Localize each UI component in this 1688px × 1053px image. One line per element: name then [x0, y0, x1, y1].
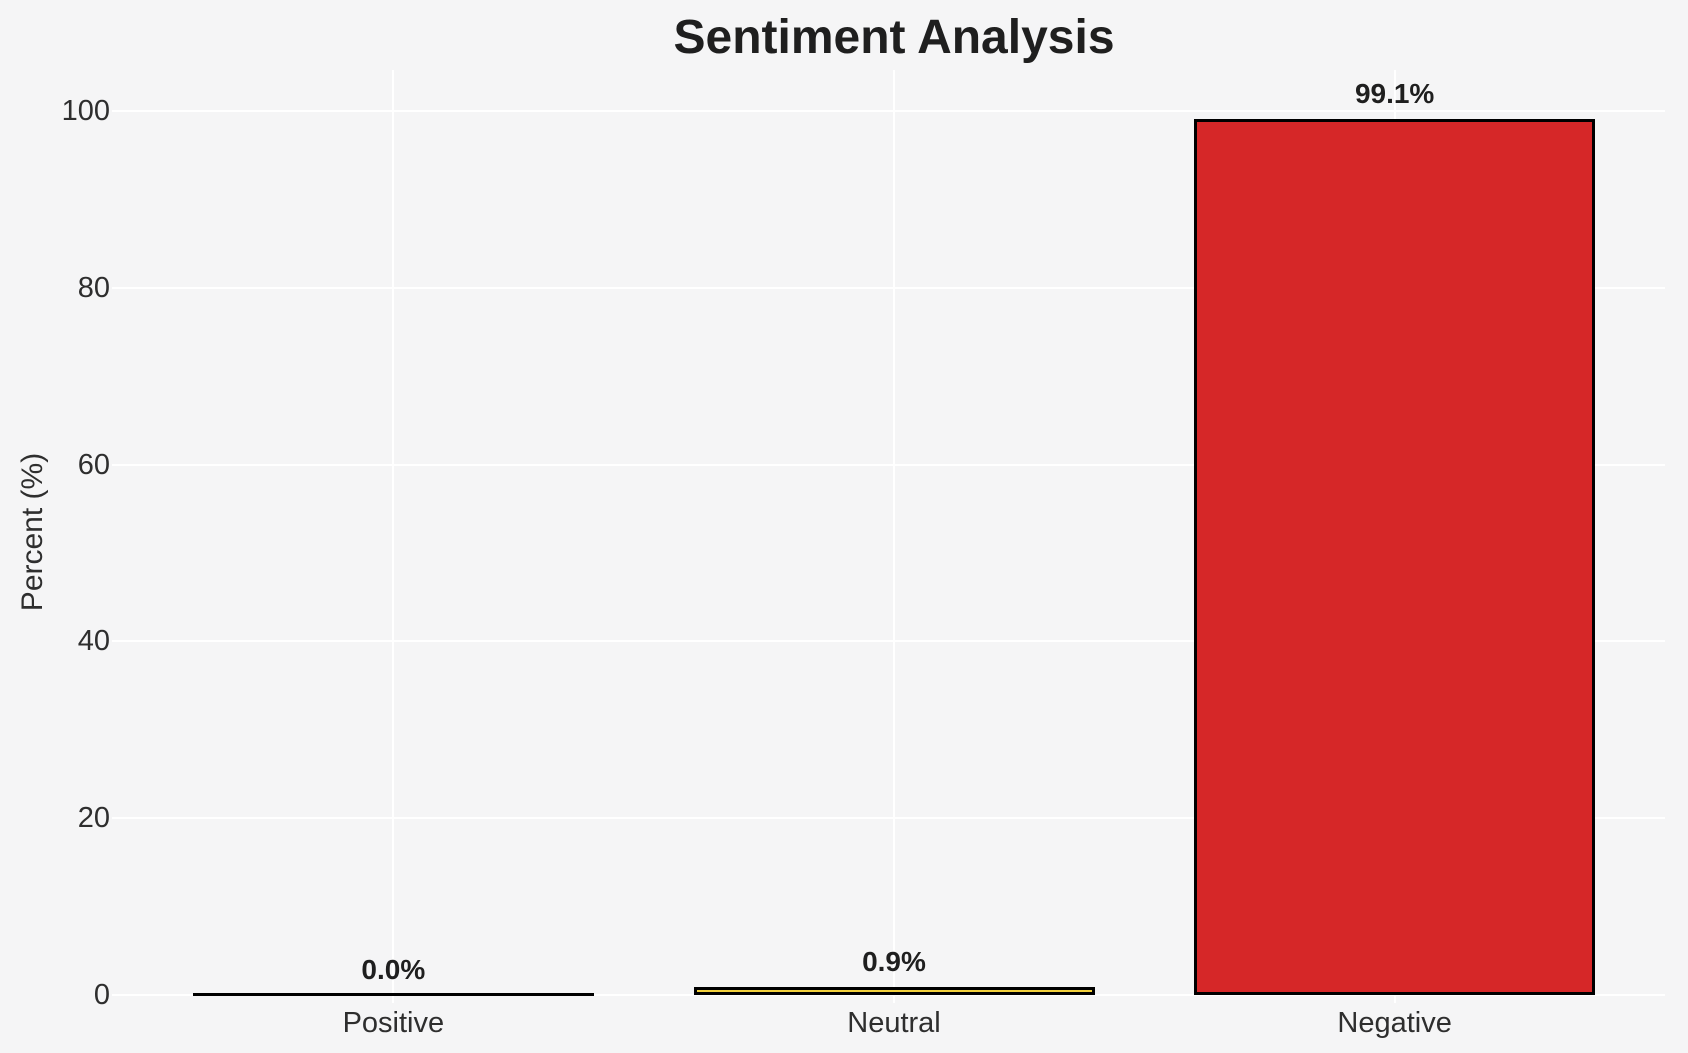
y-tick-mark	[112, 640, 123, 643]
value-label-negative: 99.1%	[1354, 78, 1435, 109]
y-tick-mark	[112, 286, 123, 289]
v-gridline	[893, 70, 895, 995]
bar-negative	[1194, 119, 1595, 995]
x-tick-mark	[392, 995, 395, 1003]
v-gridline	[392, 70, 395, 995]
x-tick-mark	[893, 995, 895, 1003]
x-tick-label-positive: Positive	[342, 1007, 445, 1039]
y-tick-mark	[112, 110, 123, 112]
x-tick-label-neutral: Neutral	[847, 1007, 941, 1039]
y-tick-label: 0	[93, 979, 110, 1011]
y-tick-label: 20	[77, 802, 110, 835]
chart-title: Sentiment Analysis	[673, 11, 1115, 64]
value-label-neutral: 0.9%	[862, 946, 926, 977]
y-tick-mark	[112, 817, 123, 820]
x-tick-label-negative: Negative	[1337, 1007, 1452, 1039]
y-tick-label: 40	[77, 625, 110, 658]
y-tick-label: 100	[61, 95, 110, 127]
y-tick-mark	[112, 463, 123, 466]
y-tick-mark	[112, 994, 123, 996]
x-tick-mark	[1393, 995, 1396, 1003]
bar-positive	[193, 993, 594, 996]
value-label-positive: 0.0%	[361, 954, 426, 985]
y-tick-label: 80	[77, 271, 110, 304]
y-tick-label: 60	[77, 448, 110, 481]
bar-neutral	[694, 987, 1095, 995]
